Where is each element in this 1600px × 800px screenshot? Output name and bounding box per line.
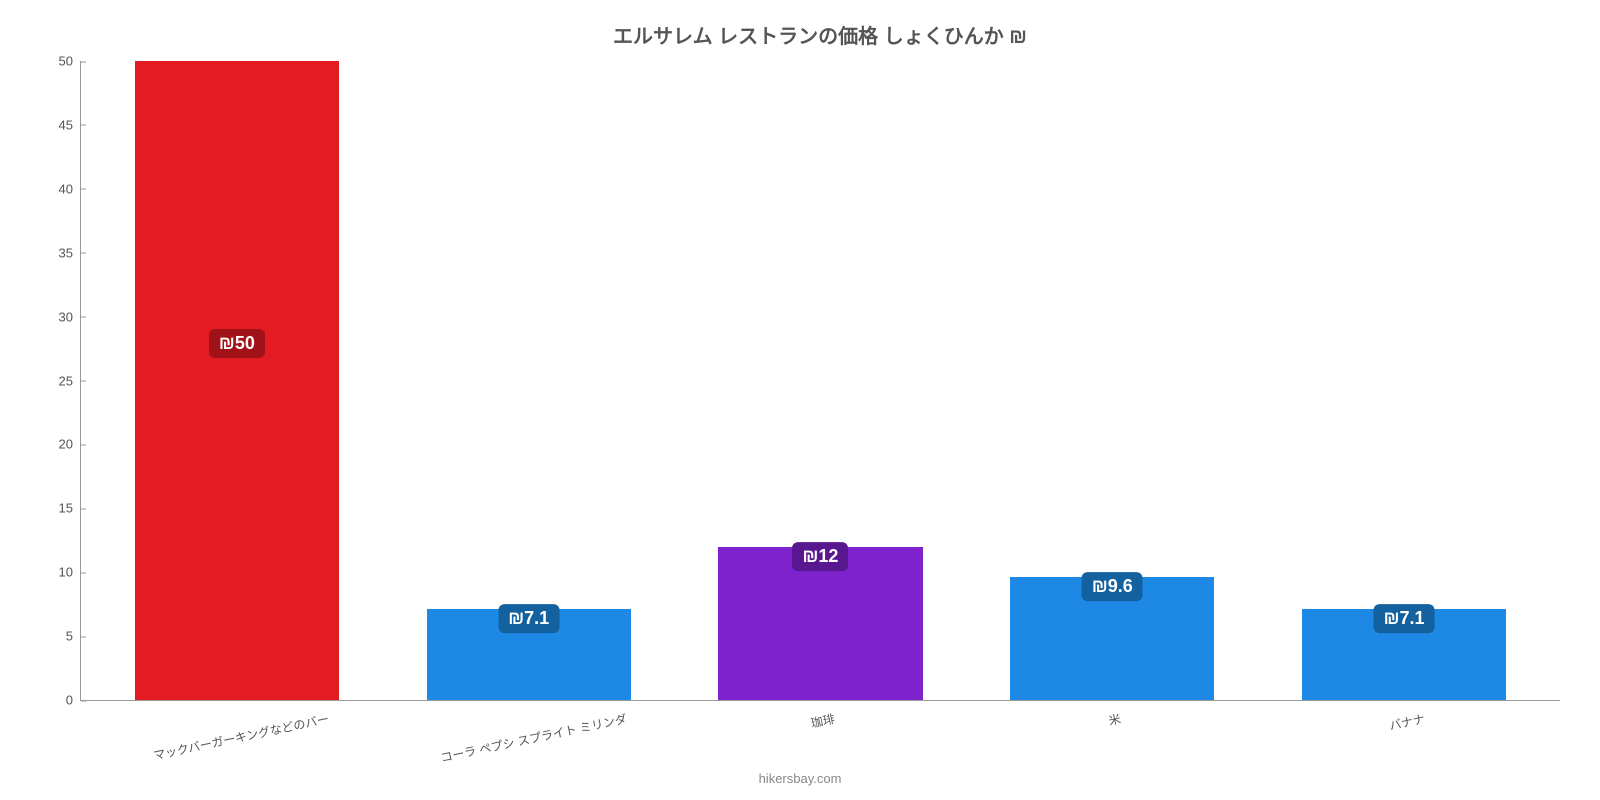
y-tick: 50: [59, 54, 81, 69]
bar-slot: ₪7.1: [1258, 61, 1550, 700]
y-tick: 15: [59, 501, 81, 516]
x-label: コーラ ペプシ スプライト ミリンダ: [383, 706, 675, 723]
bar-value-badge: ₪7.1: [498, 604, 559, 633]
bar-value-badge: ₪50: [209, 329, 265, 358]
x-label: バナナ: [1258, 706, 1550, 723]
x-axis-labels: マックバーガーキングなどのバー コーラ ペプシ スプライト ミリンダ 珈琲 米 …: [81, 700, 1560, 723]
x-label: マックバーガーキングなどのバー: [91, 706, 383, 723]
plot-area: 0 5 10 15 20 25 30 35 40 45 50 ₪50 ₪7.1 …: [80, 61, 1560, 701]
y-tick: 35: [59, 245, 81, 260]
y-tick: 5: [66, 629, 81, 644]
y-tick: 25: [59, 373, 81, 388]
bar-3: ₪9.6: [1010, 577, 1214, 700]
y-tick: 10: [59, 565, 81, 580]
bar-1: ₪7.1: [427, 609, 631, 700]
bar-slot: ₪9.6: [966, 61, 1258, 700]
bar-value-badge: ₪9.6: [1082, 572, 1143, 601]
bars-group: ₪50 ₪7.1 ₪12 ₪9.6 ₪7.1: [81, 61, 1560, 700]
bar-0: ₪50: [135, 61, 339, 700]
x-label: 珈琲: [675, 706, 967, 723]
bar-value-badge: ₪12: [793, 542, 849, 571]
bar-2: ₪12: [718, 547, 922, 700]
chart-container: エルサレム レストランの価格 しょくひんか ₪ 0 5 10 15 20 25 …: [0, 0, 1600, 800]
bar-slot: ₪50: [91, 61, 383, 700]
y-tick: 0: [66, 693, 81, 708]
bar-slot: ₪7.1: [383, 61, 675, 700]
y-tick: 20: [59, 437, 81, 452]
x-label: 米: [966, 706, 1258, 723]
attribution-text: hikersbay.com: [759, 771, 842, 786]
bar-slot: ₪12: [675, 61, 967, 700]
y-tick: 30: [59, 309, 81, 324]
chart-title: エルサレム レストランの価格 しょくひんか ₪: [80, 20, 1560, 49]
y-tick: 40: [59, 181, 81, 196]
y-tick: 45: [59, 117, 81, 132]
bar-value-badge: ₪7.1: [1374, 604, 1435, 633]
bar-4: ₪7.1: [1302, 609, 1506, 700]
